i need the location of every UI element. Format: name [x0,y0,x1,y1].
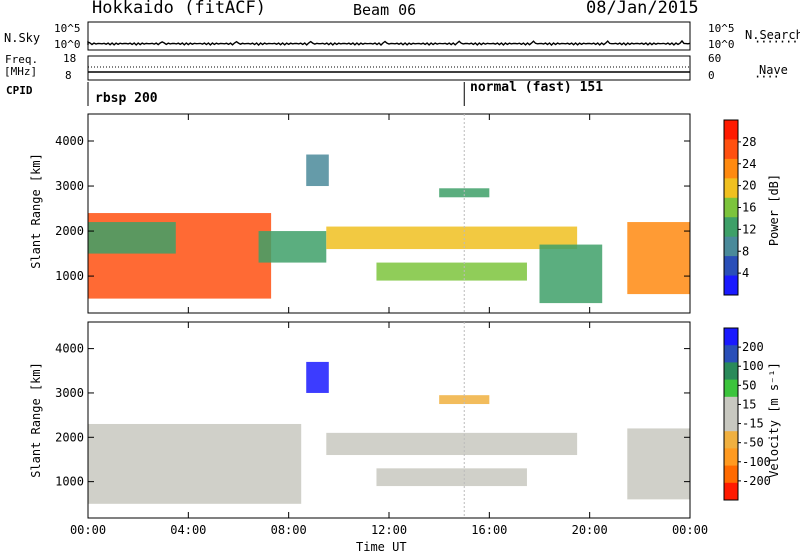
power-colorbar-segment [724,197,738,218]
nsearch-legend-line: ········· [754,35,800,49]
velocity-y-tick-label: 1000 [55,475,84,489]
freq-unit: [MHz] [4,65,38,78]
freq-tick-bottom: 8 [65,69,72,82]
x-tick-label: 00:00 [672,523,708,537]
radar-title: Hokkaido (fitACF) [92,0,266,18]
power-colorbar-segment [724,275,738,296]
nave-legend-line: ···· [754,70,780,84]
velocity-colorbar-segment [724,396,738,415]
velocity-colorbar-tick-label: -100 [742,455,771,469]
velocity-colorbar-segment [724,414,738,432]
power-colorbar-tick-label: 8 [742,244,749,258]
velocity-echo-region-5 [627,428,690,500]
nsky-label: N.Sky [4,31,41,45]
velocity-colorbar-tick-label: -200 [742,474,771,488]
power-echo-region-5 [376,262,527,281]
power-echo-region-8 [627,222,690,295]
cpid-text-2: normal (fast) 151 [470,80,604,95]
nsearch-tick-bottom: 10^0 [708,38,735,51]
power-echo-region-6 [439,188,490,198]
power-y-tick-label: 4000 [55,134,84,148]
velocity-colorbar-tick-label: 50 [742,378,756,392]
power-colorbar-segment [724,178,738,199]
power-heatmap [88,154,690,304]
velocity-colorbar-frame [723,327,739,501]
velocity-colorbar-tick-label: 200 [742,340,764,354]
power-colorbar-tick-label: 20 [742,179,756,193]
velocity-colorbar-tick-label: 100 [742,359,764,373]
velocity-echo-region-0 [88,423,302,504]
velocity-y-tick-label: 2000 [55,430,84,444]
velocity-echo-region-1 [306,361,329,393]
x-tick-label: 16:00 [471,523,507,537]
velocity-colorbar-tick-label: -15 [742,417,764,431]
velocity-echo-region-2 [326,432,578,456]
velocity-echo-region-3 [376,468,527,487]
nave-tick-top: 60 [708,52,722,65]
cpid-text-1: rbsp 200 [95,91,158,106]
velocity-colorbar-tick-label: -50 [742,436,764,450]
nsky-panel-frame [87,21,691,51]
power-colorbar-tick-label: 28 [742,135,756,149]
power-colorbar-segment [724,120,738,140]
power-colorbar-segment [724,256,738,277]
power-y-tick-label: 2000 [55,224,84,238]
velocity-colorbar-segment [724,345,738,363]
cpid-label: CPID [6,84,33,97]
velocity-y-tick-label: 3000 [55,386,84,400]
power-colorbar-segment [724,139,738,160]
nsearch-label: N.Search [745,28,800,42]
power-colorbar-tick-label: 24 [742,157,756,171]
velocity-colorbar-segment [724,431,738,449]
velocity-colorbar-segment [724,465,738,484]
nsearch-tick-top: 10^5 [708,22,735,35]
velocity-colorbar-segment [724,482,738,501]
velocity-colorbar-segment [724,328,738,346]
power-echo-region-4 [326,226,578,250]
velocity-colorbar-segment [724,362,738,381]
velocity-heatmap [88,361,690,504]
velocity-colorbar-tick-label: 15 [742,397,756,411]
power-echo-region-3 [306,154,329,187]
x-tick-label: 08:00 [271,523,307,537]
nave-tick-bottom: 0 [708,69,715,82]
x-tick-label: 12:00 [371,523,407,537]
nsky-tick-bottom: 10^0 [54,38,81,51]
power-colorbar-tick-label: 4 [742,266,749,280]
velocity-colorbar-segment [724,379,738,398]
power-echo-region-1 [88,222,176,254]
x-tick-label: 20:00 [572,523,608,537]
power-y-tick-label: 1000 [55,269,84,283]
x-tick-label: 00:00 [70,523,106,537]
velocity-y-tick-label: 4000 [55,342,84,356]
power-echo-region-2 [258,231,327,263]
freq-label: Freq. [5,53,39,66]
freq-panel-frame [87,55,691,81]
power-echo-region-7 [539,244,603,304]
x-tick-label: 04:00 [170,523,206,537]
nave-label: Nave [759,63,788,77]
power-colorbar-segment [724,217,738,238]
power-colorbar-tick-label: 16 [742,201,756,215]
freq-tick-top: 18 [63,52,77,65]
power-colorbar-tick-label: 12 [742,222,756,236]
date-title: 08/Jan/2015 [586,0,699,18]
nsky-tick-top: 10^5 [54,22,81,35]
nsky-trace [87,39,691,46]
x-axis-label: Time UT [356,540,407,554]
power-colorbar-segment [724,236,738,257]
power-y-tick-label: 3000 [55,179,84,193]
velocity-colorbar-segment [724,448,738,467]
power-colorbar-segment [724,158,738,179]
beam-title: Beam 06 [353,1,417,19]
